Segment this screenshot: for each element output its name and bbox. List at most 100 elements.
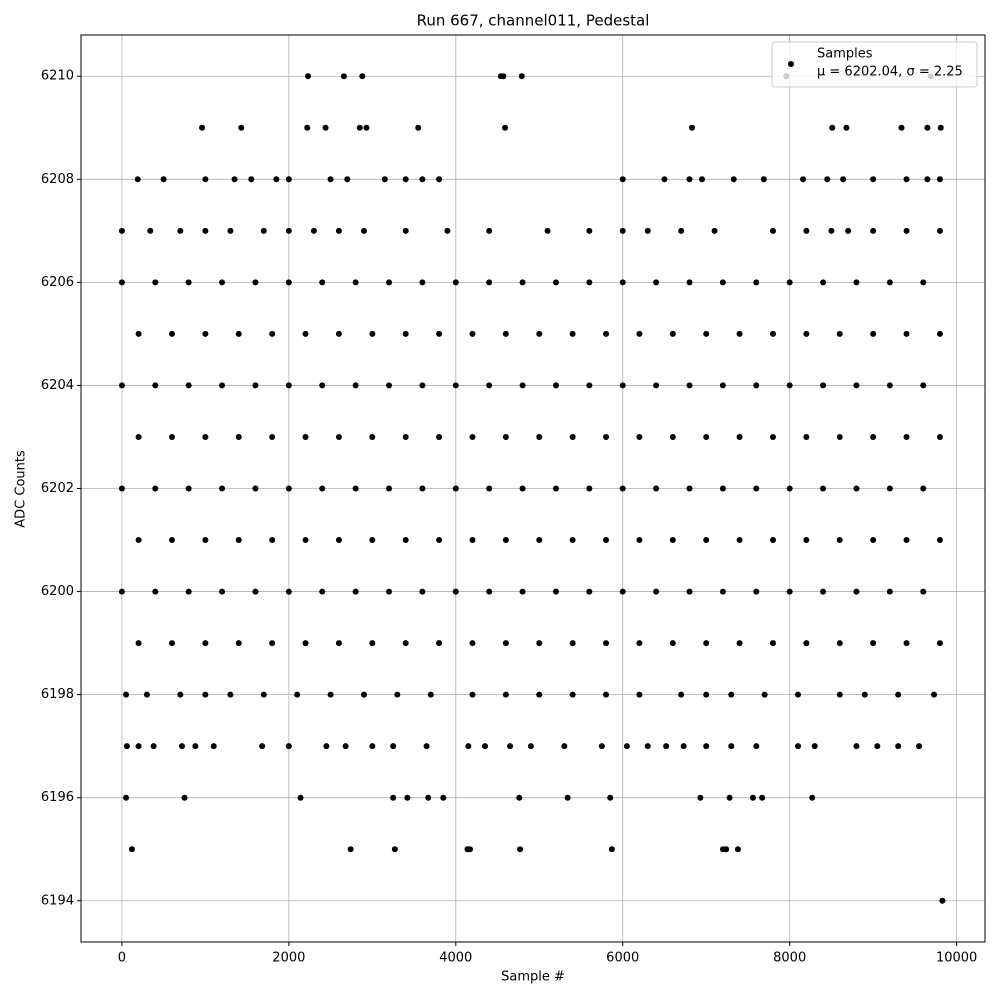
sample-point: [836, 640, 843, 647]
sample-point: [118, 588, 125, 595]
sample-point: [227, 691, 234, 698]
sample-point: [697, 794, 704, 801]
sample-point: [402, 227, 409, 234]
y-tick-label: 6200: [41, 584, 74, 599]
sample-point: [903, 330, 910, 337]
sample-point: [603, 537, 610, 544]
sample-point: [486, 279, 493, 286]
sample-point: [898, 124, 905, 131]
sample-point: [786, 279, 793, 286]
sample-point: [644, 743, 651, 750]
sample-point: [402, 640, 409, 647]
sample-point: [703, 330, 710, 337]
sample-point: [335, 640, 342, 647]
sample-point: [319, 485, 326, 492]
sample-point: [469, 537, 476, 544]
sample-point: [502, 124, 509, 131]
sample-point: [870, 176, 877, 183]
sample-point: [636, 537, 643, 544]
sample-point: [663, 743, 670, 750]
sample-point: [210, 743, 217, 750]
sample-point: [259, 743, 266, 750]
sample-point: [386, 382, 393, 389]
sample-point: [809, 794, 816, 801]
sample-point: [252, 279, 259, 286]
sample-point: [152, 279, 159, 286]
sample-point: [436, 537, 443, 544]
sample-point: [719, 382, 726, 389]
sample-point: [425, 794, 432, 801]
sample-point: [753, 279, 760, 286]
sample-point: [845, 227, 852, 234]
sample-point: [500, 73, 507, 80]
sample-point: [235, 433, 242, 440]
sample-point: [147, 227, 154, 234]
sample-point: [527, 743, 534, 750]
sample-point: [703, 433, 710, 440]
sample-point: [730, 176, 737, 183]
sample-point: [347, 846, 354, 853]
sample-point: [252, 485, 259, 492]
sample-point: [936, 433, 943, 440]
sample-point: [619, 588, 626, 595]
sample-point: [736, 640, 743, 647]
sample-point: [390, 743, 397, 750]
sample-point: [669, 433, 676, 440]
sample-point: [322, 124, 329, 131]
sample-point: [829, 124, 836, 131]
sample-point: [452, 279, 459, 286]
sample-point: [544, 227, 551, 234]
x-tick-label: 0: [118, 951, 126, 966]
sample-point: [903, 640, 910, 647]
sample-point: [219, 588, 226, 595]
sample-point: [686, 382, 693, 389]
points: [118, 73, 946, 904]
sample-point: [344, 176, 351, 183]
sample-point: [285, 485, 292, 492]
sample-point: [335, 433, 342, 440]
sample-point: [327, 691, 334, 698]
sample-point: [168, 330, 175, 337]
sample-point: [202, 537, 209, 544]
sample-point: [753, 485, 760, 492]
sample-point: [135, 743, 142, 750]
sample-point: [202, 227, 209, 234]
sample-point: [227, 227, 234, 234]
sample-point: [302, 433, 309, 440]
sample-point: [486, 588, 493, 595]
sample-point: [886, 588, 893, 595]
sample-point: [517, 846, 524, 853]
sample-point: [319, 588, 326, 595]
sample-point: [903, 176, 910, 183]
sample-point: [285, 227, 292, 234]
sample-point: [886, 382, 893, 389]
sample-point: [516, 794, 523, 801]
sample-point: [853, 485, 860, 492]
sample-point: [502, 433, 509, 440]
sample-point: [152, 485, 159, 492]
sample-point: [356, 124, 363, 131]
sample-point: [836, 330, 843, 337]
sample-point: [352, 279, 359, 286]
sample-point: [177, 227, 184, 234]
sample-point: [719, 279, 726, 286]
sample-point: [118, 485, 125, 492]
sample-point: [118, 382, 125, 389]
sample-point: [769, 537, 776, 544]
sample-point: [427, 691, 434, 698]
sample-point: [423, 743, 430, 750]
sample-point: [753, 382, 760, 389]
sample-point: [728, 691, 735, 698]
sample-point: [152, 382, 159, 389]
sample-point: [603, 433, 610, 440]
sample-point: [486, 485, 493, 492]
sample-point: [536, 640, 543, 647]
sample-point: [252, 382, 259, 389]
sample-point: [202, 330, 209, 337]
sample-point: [623, 743, 630, 750]
sample-point: [202, 640, 209, 647]
sample-point: [937, 124, 944, 131]
sample-point: [753, 743, 760, 750]
sample-point: [502, 537, 509, 544]
sample-point: [803, 640, 810, 647]
